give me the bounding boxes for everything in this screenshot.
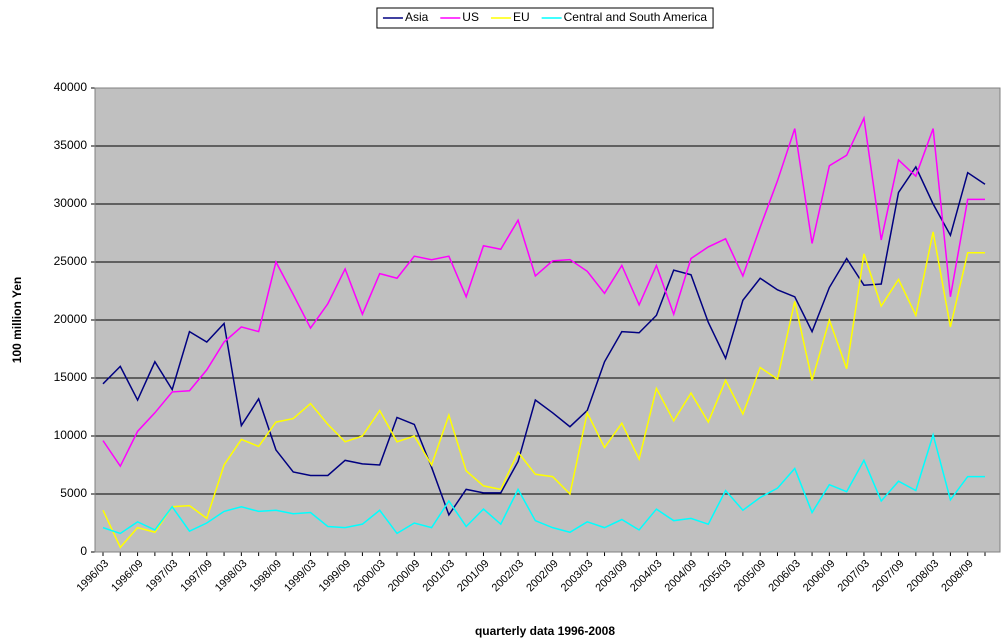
x-tick-label: 2006/03 bbox=[766, 558, 803, 595]
x-tick-label: 2008/09 bbox=[939, 558, 976, 595]
x-tick-label: 1996/09 bbox=[109, 558, 146, 595]
data-line bbox=[102, 231, 985, 549]
x-tick-label: 1997/03 bbox=[144, 558, 181, 595]
x-tick-label: 2001/03 bbox=[420, 558, 457, 595]
x-axis-label: quarterly data 1996-2008 bbox=[475, 624, 615, 638]
legend-label: Asia bbox=[405, 10, 429, 24]
x-tick-label: 2000/03 bbox=[351, 558, 388, 595]
y-tick-label: 30000 bbox=[54, 196, 88, 210]
x-tick-label: 1998/03 bbox=[213, 558, 250, 595]
x-tick-label: 2003/09 bbox=[593, 558, 630, 595]
legend: Asia US EU Central and South America bbox=[376, 7, 714, 29]
x-tick-label: 2006/09 bbox=[801, 558, 838, 595]
x-tick-label: 2000/09 bbox=[386, 558, 423, 595]
y-tick-label: 20000 bbox=[54, 312, 88, 326]
x-tick-label: 2002/03 bbox=[490, 558, 527, 595]
legend-label: Central and South America bbox=[564, 10, 708, 24]
y-tick-label: 35000 bbox=[54, 138, 88, 152]
x-tick-label: 2004/09 bbox=[663, 558, 700, 595]
y-tick-label: 40000 bbox=[54, 80, 88, 94]
data-line bbox=[102, 165, 986, 517]
data-line bbox=[102, 432, 985, 535]
y-axis-label: 100 million Yen bbox=[10, 277, 24, 363]
y-tick-label: 15000 bbox=[54, 370, 88, 384]
y-tick-label: 5000 bbox=[60, 486, 87, 500]
x-tick-label: 1999/09 bbox=[317, 558, 354, 595]
data-line bbox=[102, 115, 985, 468]
y-tick-label: 0 bbox=[80, 544, 87, 558]
x-tick-label: 1997/09 bbox=[178, 558, 215, 595]
x-tick-label: 2005/03 bbox=[697, 558, 734, 595]
x-tick-label: 2007/09 bbox=[870, 558, 907, 595]
x-tick-label: 1999/03 bbox=[282, 558, 319, 595]
x-tick-label: 2001/09 bbox=[455, 558, 492, 595]
x-tick-label: 1996/03 bbox=[75, 558, 112, 595]
legend-label: US bbox=[462, 10, 479, 24]
plot-border bbox=[94, 87, 1001, 553]
legend-label: EU bbox=[513, 10, 530, 24]
y-tick-label: 10000 bbox=[54, 428, 88, 442]
x-tick-label: 1998/09 bbox=[248, 558, 285, 595]
x-tick-label: 2007/03 bbox=[836, 558, 873, 595]
x-tick-label: 2003/03 bbox=[559, 558, 596, 595]
y-tick-label: 25000 bbox=[54, 254, 88, 268]
x-tick-label: 2004/03 bbox=[628, 558, 665, 595]
x-tick-label: 2005/09 bbox=[732, 558, 769, 595]
x-tick-label: 2008/03 bbox=[905, 558, 942, 595]
x-tick-label: 2002/09 bbox=[524, 558, 561, 595]
